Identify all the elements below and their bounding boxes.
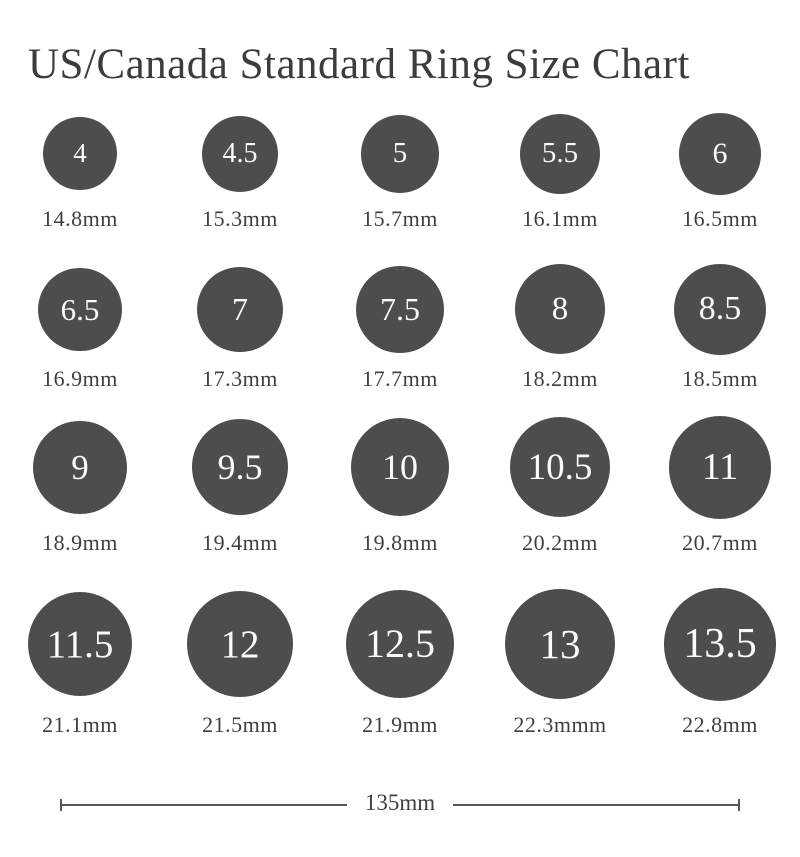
- ring-size-cell: 8 18.2mm: [480, 264, 640, 393]
- diameter-label: 20.7mm: [682, 529, 758, 555]
- ring-size-cell: 10 19.8mm: [320, 416, 480, 555]
- circle-zone: 12: [186, 588, 294, 701]
- diameter-label: 20.2mm: [522, 529, 598, 555]
- ring-size-circle: 12: [186, 590, 294, 698]
- ring-size-circle: 10: [351, 418, 449, 517]
- ring-size-cell: 9 18.9mm: [0, 416, 160, 555]
- ring-size-cell: 7 17.3mm: [160, 264, 320, 393]
- circle-zone: 5.5: [520, 113, 600, 195]
- ring-size-circle: 13: [504, 588, 616, 700]
- diameter-label: 15.7mm: [362, 205, 438, 231]
- circle-zone: 4: [43, 113, 117, 195]
- circle-zone: 13.5: [663, 587, 777, 701]
- ring-size-cell: 12 21.5mm: [160, 588, 320, 738]
- diameter-label: 16.9mm: [42, 366, 118, 392]
- ring-size-cell: 10.5 20.2mm: [480, 416, 640, 555]
- ring-size-cell: 11.5 21.1mm: [0, 588, 160, 738]
- circle-zone: 12.5: [345, 588, 455, 701]
- ring-size-circle: 9.5: [191, 419, 288, 516]
- circle-zone: 7: [197, 264, 283, 356]
- ring-row: 11.5 21.1mm 12 21.5mm 12.5 21.9mm 13 22.3mmm 13.…: [0, 587, 800, 738]
- diameter-label: 16.1mm: [522, 205, 598, 231]
- ring-size-cell: 13 22.3mmm: [480, 588, 640, 738]
- ring-size-cell: 7.5 17.7mm: [320, 264, 480, 393]
- scale-bar-label: 135mm: [364, 790, 436, 815]
- ring-size-circle: 5: [361, 114, 439, 193]
- ring-size-cell: 8.5 18.5mm: [640, 263, 800, 393]
- ring-size-cell: 13.5 22.8mm: [640, 587, 800, 738]
- diameter-label: 19.8mm: [362, 529, 438, 555]
- ring-size-circle: 8: [514, 264, 606, 355]
- diameter-label: 15.3mm: [202, 205, 278, 231]
- ring-size-circle: 6: [679, 113, 761, 195]
- ring-size-cell: 12.5 21.9mm: [320, 588, 480, 738]
- diameter-label: 18.5mm: [682, 366, 758, 392]
- diameter-label: 21.9mm: [362, 711, 438, 737]
- circle-zone: 11: [668, 416, 772, 519]
- scale-bar-line-right: [453, 799, 740, 811]
- diameter-label: 21.1mm: [42, 711, 118, 737]
- circle-zone: 6.5: [38, 264, 122, 356]
- circle-zone: 7.5: [356, 264, 444, 356]
- ring-size-circle: 10.5: [510, 417, 610, 518]
- diameter-label: 22.8mm: [682, 711, 758, 737]
- circle-zone: 11.5: [27, 588, 133, 701]
- circle-zone: 8.5: [674, 263, 766, 356]
- ring-grid: 4 14.8mm 4.5 15.3mm 5 15.7mm 5.5 16.1mm 6 16.5mm 6…: [0, 113, 800, 738]
- circle-zone: 4.5: [202, 113, 278, 195]
- ring-size-cell: 11 20.7mm: [640, 416, 800, 555]
- ring-size-cell: 6 16.5mm: [640, 113, 800, 232]
- ring-row: 6.5 16.9mm 7 17.3mm 7.5 17.7mm 8 18.2mm 8.5 18.5m…: [0, 263, 800, 393]
- scale-bar-line-left: [60, 799, 347, 811]
- ring-size-circle: 4.5: [202, 115, 278, 192]
- circle-zone: 6: [679, 113, 761, 195]
- ring-size-cell: 5 15.7mm: [320, 113, 480, 232]
- ring-size-cell: 4.5 15.3mm: [160, 113, 320, 232]
- diameter-label: 18.2mm: [522, 366, 598, 392]
- circle-zone: 10.5: [510, 416, 610, 518]
- ring-size-cell: 5.5 16.1mm: [480, 113, 640, 232]
- page-title: US/Canada Standard Ring Size Chart: [28, 41, 690, 88]
- ring-size-cell: 9.5 19.4mm: [160, 416, 320, 555]
- diameter-label: 17.7mm: [362, 366, 438, 392]
- diameter-label: 22.3mmm: [513, 711, 607, 737]
- ring-size-circle: 9: [33, 420, 127, 515]
- circle-zone: 9: [33, 416, 127, 518]
- circle-zone: 5: [361, 113, 439, 195]
- ring-size-cell: 4 14.8mm: [0, 113, 160, 232]
- ring-size-circle: 5.5: [520, 113, 600, 194]
- ring-size-circle: 4: [43, 117, 117, 191]
- ring-size-circle: 13.5: [663, 587, 777, 701]
- ring-size-circle: 12.5: [345, 589, 455, 699]
- circle-zone: 8: [514, 264, 606, 356]
- ring-size-circle: 11.5: [27, 591, 133, 697]
- circle-zone: 13: [504, 588, 616, 701]
- ring-size-circle: 7: [197, 266, 283, 353]
- circle-zone: 9.5: [191, 416, 288, 518]
- ring-size-circle: 11: [668, 416, 772, 519]
- diameter-label: 14.8mm: [42, 205, 118, 231]
- ring-size-circle: 6.5: [38, 267, 122, 352]
- ring-row: 9 18.9mm 9.5 19.4mm 10 19.8mm 10.5 20.2mm 11 20.7…: [0, 416, 800, 555]
- diameter-label: 21.5mm: [202, 711, 278, 737]
- scale-bar: 135mm: [60, 790, 740, 818]
- diameter-label: 16.5mm: [682, 205, 758, 231]
- ring-size-cell: 6.5 16.9mm: [0, 264, 160, 393]
- ring-size-circle: 8.5: [674, 263, 766, 356]
- diameter-label: 18.9mm: [42, 529, 118, 555]
- ring-size-circle: 7.5: [356, 265, 444, 354]
- diameter-label: 19.4mm: [202, 529, 278, 555]
- diameter-label: 17.3mm: [202, 366, 278, 392]
- circle-zone: 10: [351, 416, 449, 518]
- ring-row: 4 14.8mm 4.5 15.3mm 5 15.7mm 5.5 16.1mm 6 16.5mm: [0, 113, 800, 232]
